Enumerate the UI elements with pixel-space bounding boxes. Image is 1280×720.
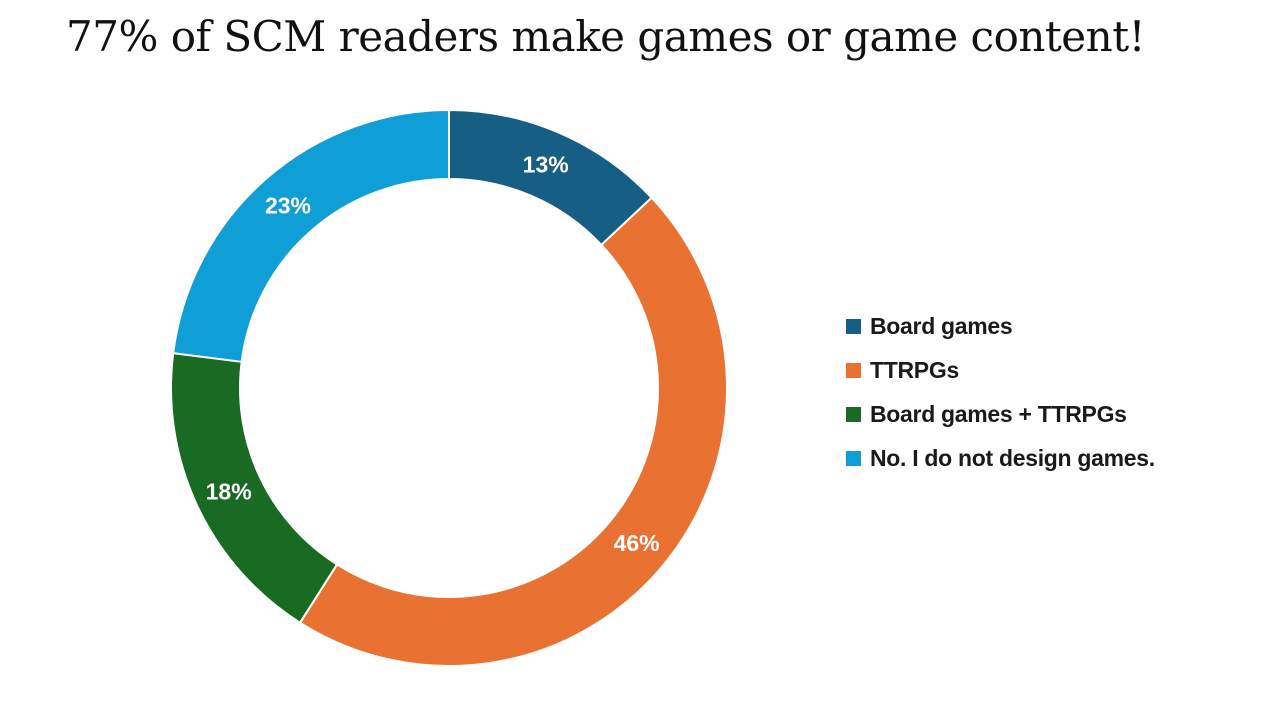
data-label-no-i-do-not-design-games: 23% (265, 192, 311, 218)
donut-slice-board-games-ttrpgs (170, 352, 339, 625)
donut-slice-ttrpgs (298, 196, 728, 667)
donut-slice-no-i-do-not-design-games (172, 108, 450, 363)
donut-chart: 13% 46% 18% 23% (170, 108, 728, 667)
legend-label-ttrpgs: TTRPGs (870, 356, 959, 383)
chart-legend: Board games TTRPGs Board games + TTRPGs … (846, 304, 1155, 480)
legend-item-board-games: Board games (846, 304, 1155, 348)
legend-label-board-games: Board games (870, 312, 1013, 339)
data-label-board-games: 13% (523, 152, 569, 178)
data-label-ttrpgs: 46% (614, 530, 660, 556)
chart-title: 77% of SCM readers make games or game co… (66, 12, 1145, 61)
legend-swatch-board-games (846, 318, 861, 334)
legend-item-no-design: No. I do not design games. (846, 436, 1155, 480)
legend-label-board-games-ttrpgs: Board games + TTRPGs (870, 400, 1127, 427)
legend-swatch-no-design (846, 450, 861, 466)
data-label-board-games-ttrpgs: 18% (206, 479, 252, 505)
legend-item-ttrpgs: TTRPGs (846, 348, 1155, 392)
donut-data-labels: 13% 46% 18% 23% (206, 152, 660, 557)
legend-swatch-board-games-ttrpgs (846, 406, 861, 422)
legend-item-board-games-ttrpgs: Board games + TTRPGs (846, 392, 1155, 436)
legend-swatch-ttrpgs (846, 362, 861, 378)
donut-slices (170, 108, 728, 667)
legend-label-no-design: No. I do not design games. (870, 444, 1155, 471)
